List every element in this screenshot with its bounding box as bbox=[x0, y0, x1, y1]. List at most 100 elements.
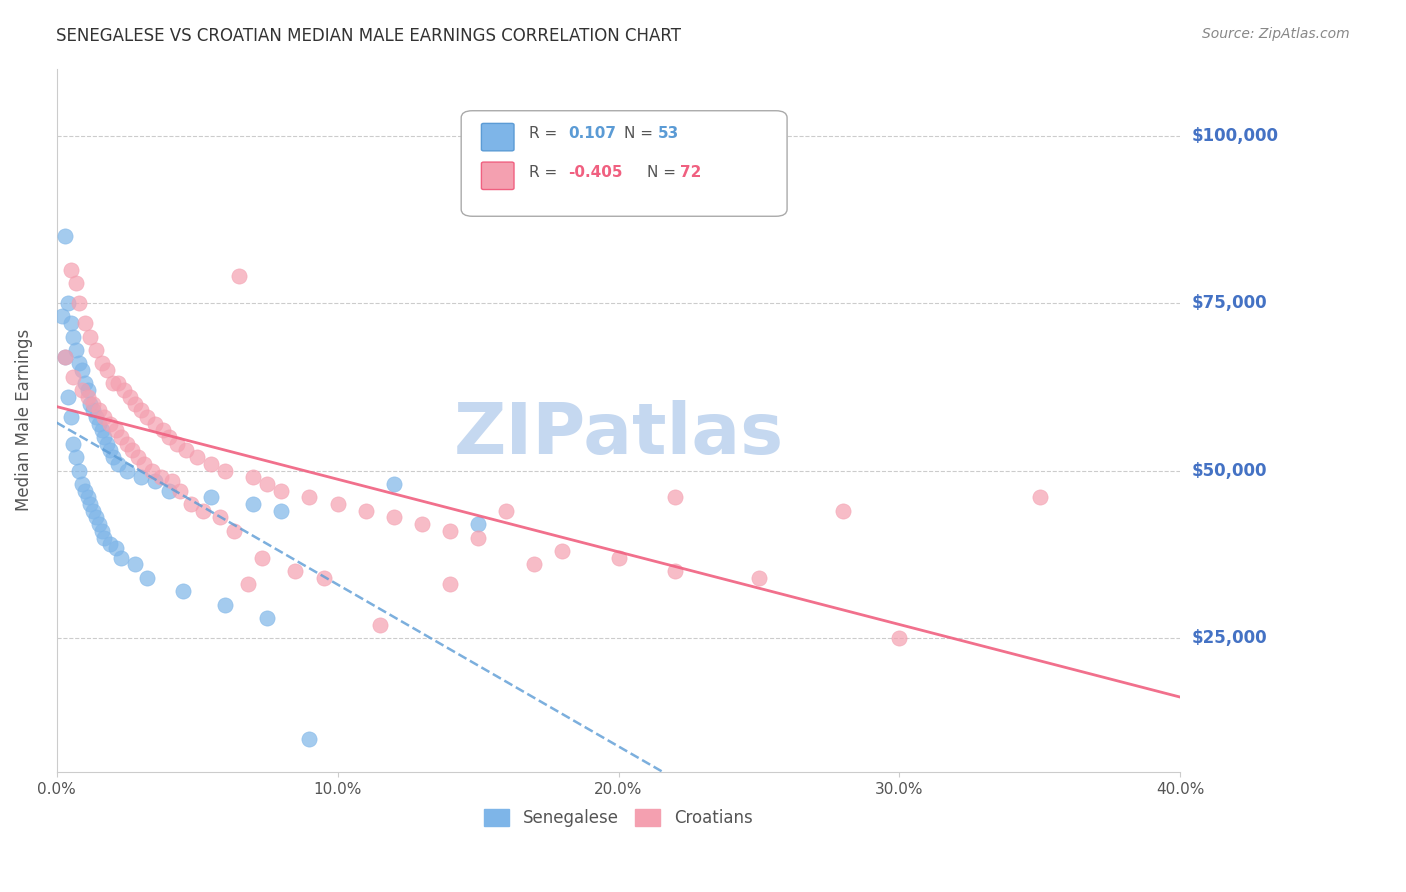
Point bbox=[115, 464, 138, 478]
Point bbox=[270, 504, 292, 518]
Point bbox=[186, 450, 208, 464]
Point bbox=[411, 517, 433, 532]
Point bbox=[664, 491, 686, 505]
Point bbox=[93, 409, 115, 424]
Point bbox=[523, 558, 546, 572]
Point bbox=[53, 350, 76, 364]
Point bbox=[73, 376, 96, 391]
Point bbox=[101, 376, 124, 391]
Point bbox=[82, 396, 104, 410]
Point bbox=[121, 443, 143, 458]
Text: 53: 53 bbox=[658, 126, 679, 141]
Text: 72: 72 bbox=[681, 165, 702, 180]
Point bbox=[59, 262, 82, 277]
Point bbox=[354, 504, 377, 518]
Point bbox=[98, 537, 121, 551]
Point bbox=[214, 464, 236, 478]
Text: $50,000: $50,000 bbox=[1191, 461, 1267, 480]
Text: 0.107: 0.107 bbox=[568, 126, 616, 141]
Point bbox=[149, 470, 172, 484]
Point bbox=[214, 598, 236, 612]
Point bbox=[84, 510, 107, 524]
Point bbox=[135, 409, 157, 424]
Point bbox=[82, 504, 104, 518]
Point bbox=[132, 457, 155, 471]
Y-axis label: Median Male Earnings: Median Male Earnings bbox=[15, 329, 32, 511]
Point bbox=[382, 477, 405, 491]
Point bbox=[65, 343, 87, 357]
Point bbox=[90, 423, 112, 437]
Point bbox=[439, 524, 461, 538]
Point bbox=[115, 436, 138, 450]
Point bbox=[664, 564, 686, 578]
Point bbox=[98, 417, 121, 431]
Point bbox=[495, 504, 517, 518]
Point bbox=[174, 443, 197, 458]
Text: ZIPatlas: ZIPatlas bbox=[454, 400, 783, 469]
Point bbox=[67, 356, 90, 370]
Point bbox=[65, 450, 87, 464]
Point bbox=[107, 376, 129, 391]
Point bbox=[65, 276, 87, 290]
Point bbox=[101, 450, 124, 464]
Point bbox=[118, 390, 141, 404]
Point bbox=[169, 483, 191, 498]
Point bbox=[748, 571, 770, 585]
Point bbox=[90, 356, 112, 370]
Point bbox=[82, 403, 104, 417]
Point bbox=[70, 363, 93, 377]
Point bbox=[180, 497, 202, 511]
Point bbox=[551, 544, 574, 558]
Point bbox=[889, 631, 911, 645]
Point bbox=[96, 363, 118, 377]
Point bbox=[79, 329, 101, 343]
Point bbox=[87, 417, 110, 431]
Point bbox=[62, 369, 84, 384]
Text: N =: N = bbox=[647, 165, 676, 180]
Point bbox=[160, 474, 183, 488]
Point bbox=[96, 436, 118, 450]
Point bbox=[312, 571, 335, 585]
Point bbox=[228, 269, 250, 284]
Point bbox=[70, 383, 93, 397]
Point bbox=[1029, 491, 1052, 505]
Point bbox=[256, 611, 278, 625]
Text: SENEGALESE VS CROATIAN MEDIAN MALE EARNINGS CORRELATION CHART: SENEGALESE VS CROATIAN MEDIAN MALE EARNI… bbox=[56, 27, 682, 45]
Point bbox=[84, 409, 107, 424]
Point bbox=[143, 417, 166, 431]
Point bbox=[112, 383, 135, 397]
Point bbox=[166, 436, 188, 450]
Point bbox=[284, 564, 307, 578]
Point bbox=[141, 464, 163, 478]
Point bbox=[250, 550, 273, 565]
Point bbox=[127, 450, 149, 464]
FancyBboxPatch shape bbox=[461, 111, 787, 216]
Point bbox=[236, 577, 259, 591]
Point bbox=[208, 510, 231, 524]
Point bbox=[110, 430, 132, 444]
Point bbox=[53, 229, 76, 244]
Point bbox=[73, 316, 96, 330]
FancyBboxPatch shape bbox=[481, 162, 515, 189]
Point bbox=[107, 457, 129, 471]
Point bbox=[135, 571, 157, 585]
Point bbox=[124, 558, 146, 572]
Point bbox=[62, 436, 84, 450]
Point bbox=[90, 524, 112, 538]
Text: Source: ZipAtlas.com: Source: ZipAtlas.com bbox=[1202, 27, 1350, 41]
Text: -0.405: -0.405 bbox=[568, 165, 623, 180]
Text: $100,000: $100,000 bbox=[1191, 127, 1278, 145]
Point bbox=[104, 541, 127, 555]
Point bbox=[143, 474, 166, 488]
Point bbox=[129, 470, 152, 484]
Point bbox=[87, 517, 110, 532]
Point bbox=[191, 504, 214, 518]
Point bbox=[326, 497, 349, 511]
Point bbox=[157, 483, 180, 498]
Point bbox=[51, 310, 73, 324]
Point bbox=[368, 617, 391, 632]
Text: R =: R = bbox=[529, 126, 557, 141]
Point bbox=[439, 577, 461, 591]
Point bbox=[270, 483, 292, 498]
Point bbox=[467, 517, 489, 532]
